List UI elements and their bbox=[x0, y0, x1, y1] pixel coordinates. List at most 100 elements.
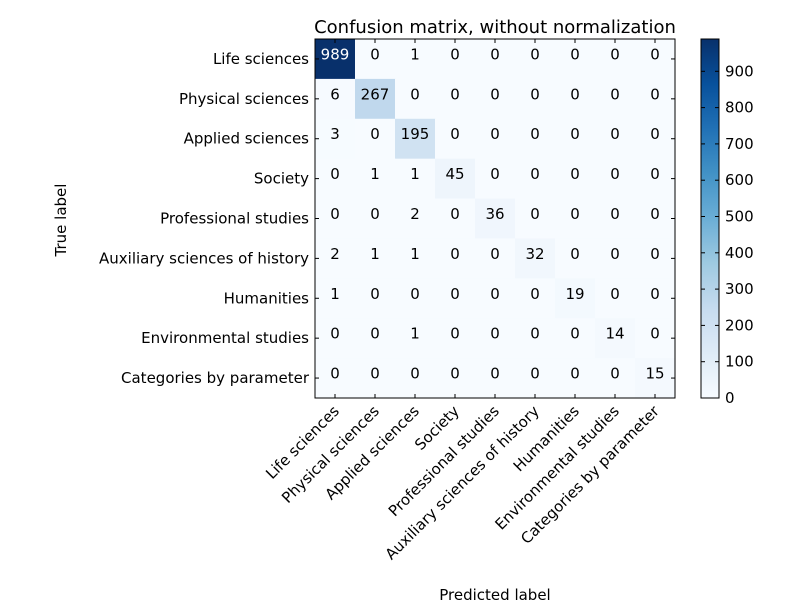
heatmap-cell bbox=[395, 39, 436, 80]
cell-value-label: 0 bbox=[410, 285, 420, 303]
cell-value-label: 0 bbox=[530, 205, 540, 223]
cell-value-label: 32 bbox=[525, 245, 544, 263]
heatmap-cell bbox=[395, 78, 436, 120]
heatmap-cell bbox=[315, 118, 356, 160]
cell-value-label: 1 bbox=[410, 45, 420, 63]
cell-value-label: 1 bbox=[370, 245, 380, 263]
cell-value-label: 0 bbox=[370, 205, 380, 223]
x-axis-label: Predicted label bbox=[439, 586, 550, 600]
cell-value-label: 0 bbox=[490, 245, 500, 263]
heatmap-cell bbox=[595, 198, 636, 239]
heatmap-cell bbox=[395, 198, 436, 239]
heatmap-cell bbox=[435, 358, 476, 399]
cell-value-label: 3 bbox=[330, 125, 340, 143]
heatmap-cell bbox=[595, 238, 636, 279]
cell-value-label: 195 bbox=[401, 125, 430, 143]
cell-value-label: 0 bbox=[530, 85, 540, 103]
heatmap-cell bbox=[635, 39, 676, 80]
cell-value-label: 0 bbox=[650, 125, 660, 143]
cell-value-label: 0 bbox=[650, 285, 660, 303]
heatmap-cell bbox=[515, 78, 556, 120]
heatmap-cell bbox=[635, 278, 676, 319]
cell-value-label: 0 bbox=[650, 205, 660, 223]
heatmap-cell bbox=[355, 158, 396, 200]
heatmap-cell bbox=[475, 358, 516, 399]
heatmap-cell bbox=[355, 358, 396, 399]
colorbar-tick-label: 400 bbox=[725, 244, 754, 262]
cell-value-label: 0 bbox=[570, 365, 580, 383]
heatmap-cell bbox=[475, 118, 516, 160]
heatmap-cell bbox=[475, 318, 516, 359]
heatmap-cell bbox=[395, 318, 436, 359]
cell-value-label: 0 bbox=[370, 125, 380, 143]
cell-value-label: 0 bbox=[610, 45, 620, 63]
cell-value-label: 0 bbox=[530, 45, 540, 63]
cell-value-label: 0 bbox=[370, 325, 380, 343]
heatmap-cell bbox=[555, 39, 596, 80]
heatmap-cell bbox=[635, 358, 676, 399]
cell-value-label: 0 bbox=[530, 325, 540, 343]
cell-value-label: 1 bbox=[370, 165, 380, 183]
heatmap-cell bbox=[635, 158, 676, 200]
heatmap-cell bbox=[435, 278, 476, 319]
y-tick-label: Humanities bbox=[224, 289, 310, 307]
heatmap-cell bbox=[355, 318, 396, 359]
heatmap-cell bbox=[395, 278, 436, 319]
heatmap-cell bbox=[475, 39, 516, 80]
cell-value-label: 0 bbox=[610, 205, 620, 223]
heatmap-cell bbox=[555, 318, 596, 359]
heatmap-cell bbox=[595, 318, 636, 359]
cell-value-label: 0 bbox=[450, 245, 460, 263]
cell-value-label: 0 bbox=[330, 165, 340, 183]
cell-value-label: 0 bbox=[610, 85, 620, 103]
cell-value-label: 14 bbox=[605, 325, 624, 343]
heatmap-cell bbox=[475, 238, 516, 279]
y-tick-label: Society bbox=[254, 170, 309, 188]
heatmap-cell bbox=[395, 158, 436, 200]
cell-value-label: 0 bbox=[490, 285, 500, 303]
cell-value-label: 19 bbox=[565, 285, 584, 303]
colorbar-tick-label: 300 bbox=[725, 280, 754, 298]
heatmap-cell bbox=[515, 358, 556, 399]
cell-value-label: 0 bbox=[450, 325, 460, 343]
heatmap-cell bbox=[555, 118, 596, 160]
cell-value-label: 0 bbox=[450, 285, 460, 303]
heatmap-cell bbox=[635, 198, 676, 239]
colorbar-tick-label: 0 bbox=[725, 389, 735, 407]
heatmap-cell bbox=[515, 238, 556, 279]
cell-value-label: 0 bbox=[570, 165, 580, 183]
cell-value-label: 0 bbox=[450, 45, 460, 63]
heatmap-cell bbox=[315, 318, 356, 359]
cell-value-label: 15 bbox=[645, 365, 664, 383]
cell-value-label: 0 bbox=[610, 165, 620, 183]
cell-value-label: 0 bbox=[490, 45, 500, 63]
cell-value-label: 0 bbox=[490, 125, 500, 143]
colorbar-tick-label: 800 bbox=[725, 99, 754, 117]
heatmap-cell bbox=[435, 39, 476, 80]
heatmap-cell bbox=[595, 118, 636, 160]
heatmap-cell bbox=[435, 158, 476, 200]
y-tick-label: Environmental studies bbox=[141, 329, 309, 347]
y-tick-label: Professional studies bbox=[160, 210, 309, 228]
heatmap-cell bbox=[355, 78, 396, 120]
heatmap-cell bbox=[515, 118, 556, 160]
heatmap-cell bbox=[435, 238, 476, 279]
y-axis-label: True label bbox=[52, 184, 70, 258]
cell-value-label: 0 bbox=[650, 165, 660, 183]
cell-value-label: 2 bbox=[410, 205, 420, 223]
cell-value-label: 0 bbox=[450, 125, 460, 143]
cell-value-label: 0 bbox=[570, 325, 580, 343]
cell-value-label: 36 bbox=[485, 205, 504, 223]
heatmap-cell bbox=[595, 358, 636, 399]
heatmap-cell bbox=[395, 118, 436, 160]
heatmap-cell bbox=[515, 158, 556, 200]
heatmap-cell bbox=[355, 118, 396, 160]
cell-value-label: 0 bbox=[650, 45, 660, 63]
heatmap-cell bbox=[555, 78, 596, 120]
heatmap-cell bbox=[515, 198, 556, 239]
cell-value-label: 0 bbox=[450, 85, 460, 103]
colorbar-tick-label: 600 bbox=[725, 171, 754, 189]
heatmap-cell bbox=[635, 78, 676, 120]
heatmap-cell bbox=[555, 358, 596, 399]
heatmap-cell bbox=[315, 278, 356, 319]
